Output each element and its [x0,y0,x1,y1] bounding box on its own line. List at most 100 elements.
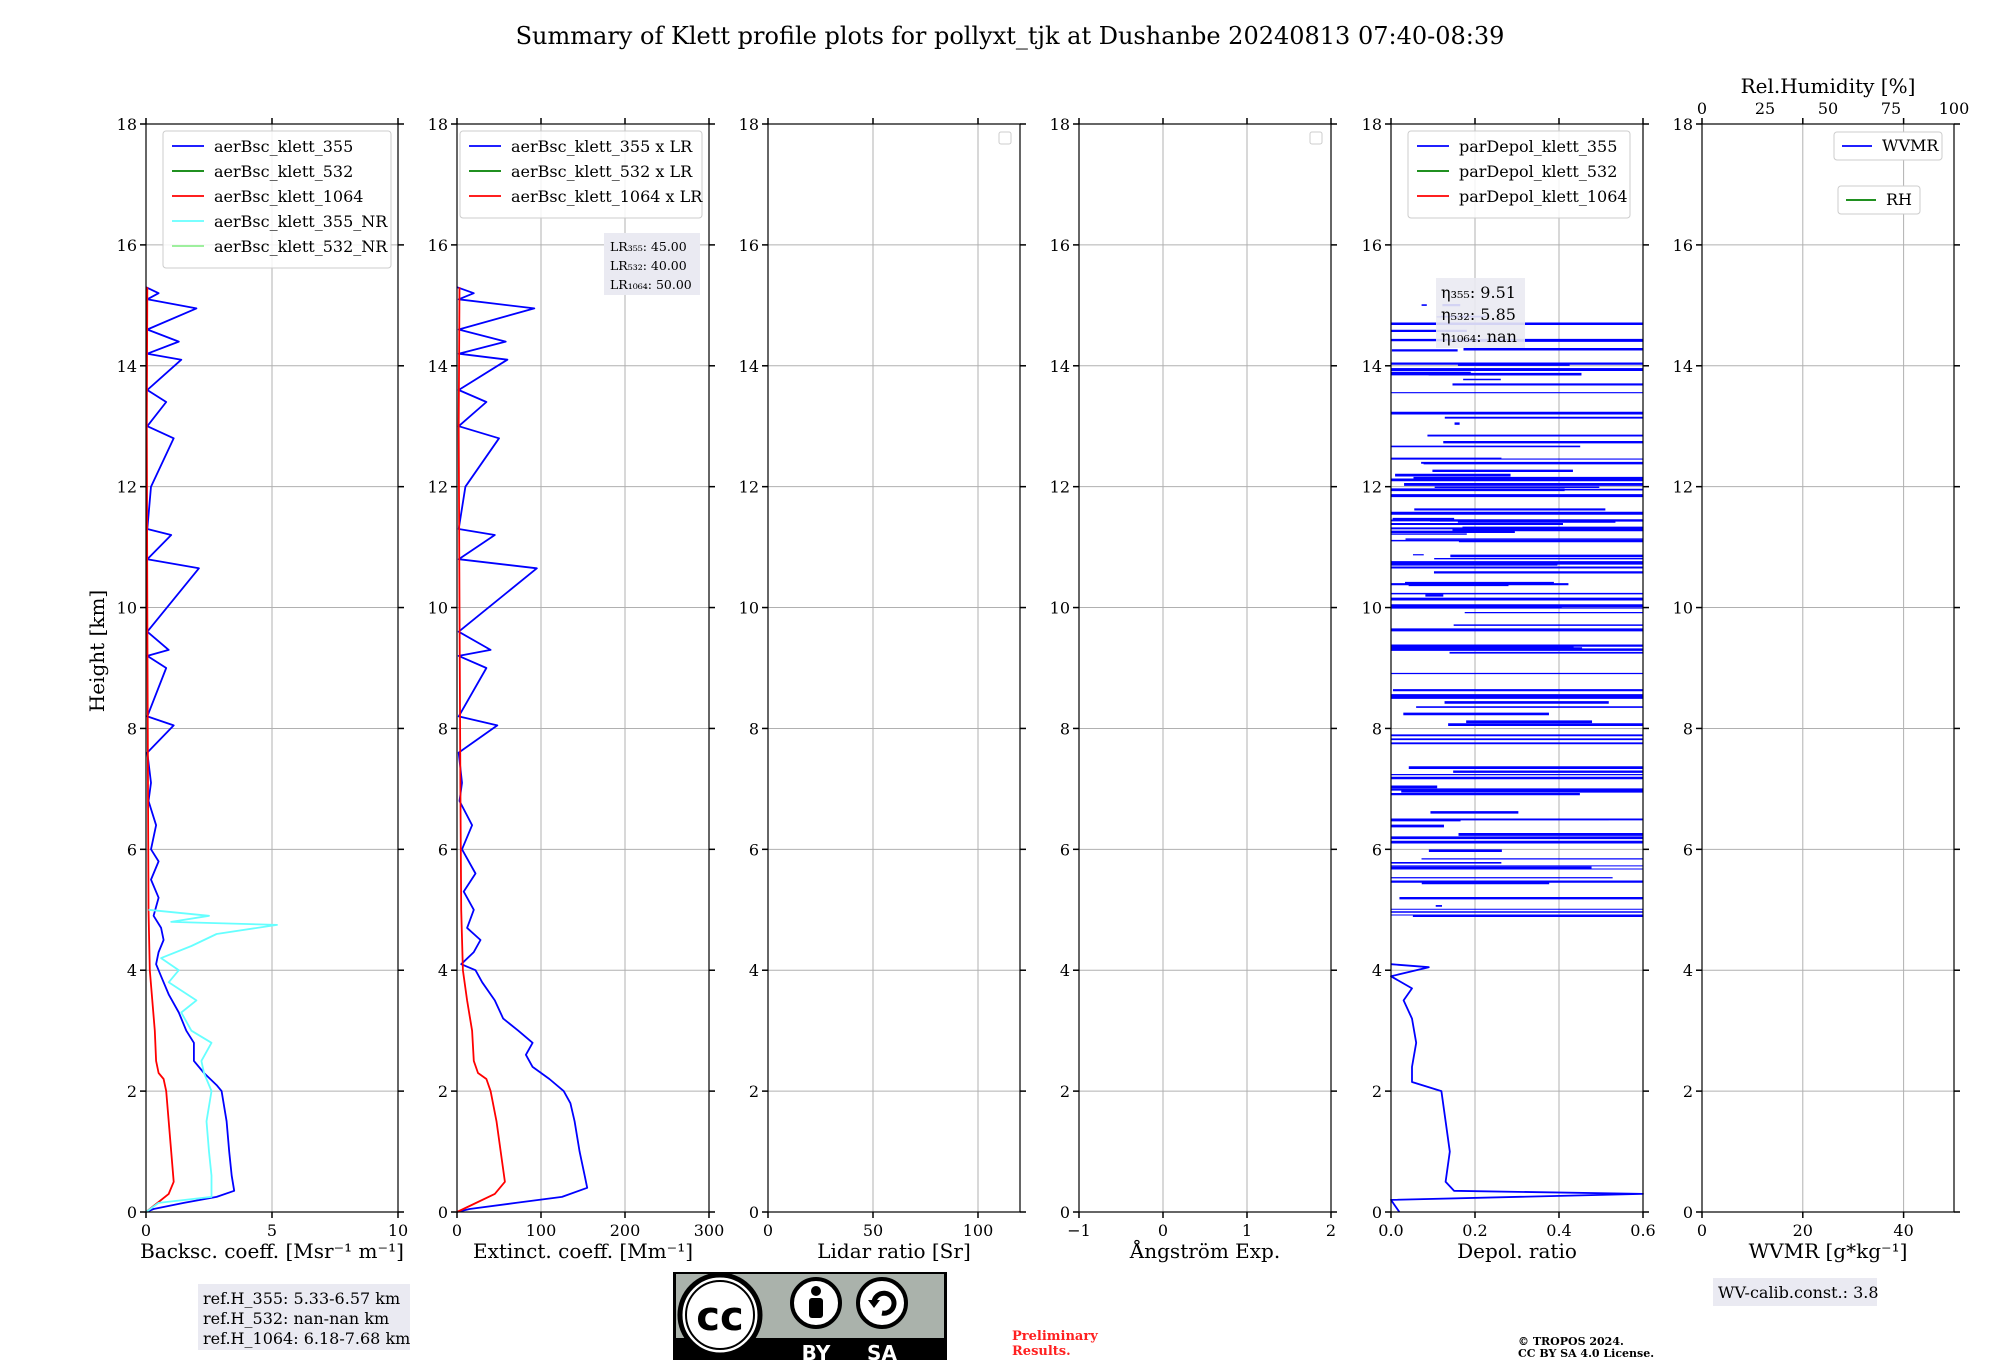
y-tick-label: 14 [428,357,448,376]
y-tick-label: 12 [117,478,137,497]
cc-inner-ring-icon [685,1280,755,1350]
x-tick-label: 0 [1697,1221,1707,1240]
x-tick-label: 50 [863,1221,883,1240]
legend-label: aerBsc_klett_355_NR [214,212,388,231]
x-tick-label: 100 [526,1221,557,1240]
by-person-head-icon [811,1286,821,1296]
x-tick-label: 200 [610,1221,641,1240]
y-tick-label: 10 [428,599,448,618]
y-tick-label: 10 [117,599,137,618]
legend-label: aerBsc_klett_1064 x LR [511,187,703,206]
eta-value: η₁₀₆₄: nan [1441,327,1517,346]
y-tick-label: 8 [127,719,137,738]
preliminary-line-1: Preliminary [1012,1329,1098,1344]
series-line-aerBsc_klett_355 x LR [456,286,589,1213]
x-tick-label: 0.2 [1462,1221,1487,1240]
eta-box: η₃₅₅: 9.51 η₅₃₂: 5.85 η₁₀₆₄: nan [1436,278,1525,348]
y-tick-label: 18 [1673,115,1693,134]
y-tick-label: 12 [1673,478,1693,497]
top-x-tick-label: 75 [1881,99,1901,118]
eta-value: η₃₅₅: 9.51 [1441,283,1516,302]
y-tick-label: 6 [1060,840,1070,859]
x-tick-label: 0.0 [1378,1221,1403,1240]
y-tick-label: 12 [739,478,759,497]
y-tick-label: 10 [1362,599,1382,618]
x-axis-label: Depol. ratio [1457,1239,1577,1263]
x-tick-label: 0.6 [1630,1221,1655,1240]
lr-value: LR₅₃₂: 40.00 [610,258,687,273]
sa-circle-icon [856,1277,908,1329]
y-tick-label: 4 [1372,961,1382,980]
y-tick-label: 18 [428,115,448,134]
y-tick-label: 18 [739,115,759,134]
ref-height: ref.H_532: nan-nan km [203,1309,389,1328]
depol-noise-band [1391,303,1643,918]
eta-value: η₅₃₂: 5.85 [1441,305,1516,324]
x-axis-label: Lidar ratio [Sr] [817,1239,971,1263]
legend-label: parDepol_klett_532 [1459,162,1617,181]
y-tick-label: 16 [1673,236,1693,255]
y-tick-label: 4 [1683,961,1693,980]
y-tick-label: 16 [428,236,448,255]
cc-license-badge[interactable]: cc BY SA [673,1272,947,1360]
y-tick-label: 0 [1683,1203,1693,1222]
panel-depol: 0 2 4 6 8 10 12 14 16 18 0.0 0.2 0.4 0.6 Depol. ratio p… [1362,115,1656,1263]
y-tick-label: 4 [438,961,448,980]
y-tick-label: 16 [117,236,137,255]
x-tick-label: 10 [388,1221,408,1240]
y-tick-label: 8 [749,719,759,738]
y-tick-label: 8 [1683,719,1693,738]
y-tick-label: 2 [127,1082,137,1101]
legend-label: RH [1886,190,1912,209]
annotation-bg [604,233,700,295]
x-tick-label: 0 [763,1221,773,1240]
axes-frame [1078,123,1332,1213]
x-axis-label: WVMR [g*kg⁻¹] [1749,1239,1908,1263]
axes-frame [456,123,710,1213]
y-tick-label: 16 [1050,236,1070,255]
y-tick-label: 14 [1673,357,1693,376]
x-tick-label: 2 [1326,1221,1336,1240]
legend-box [1837,185,1921,215]
y-tick-label: 14 [117,357,137,376]
empty-legend-box [1309,131,1323,145]
y-tick-label: 6 [127,840,137,859]
axes-frame [1390,123,1644,1213]
y-tick-label: 10 [1673,599,1693,618]
legend-RH: RH [1837,185,1921,215]
y-tick-label: 18 [117,115,137,134]
ref-height: ref.H_355: 5.33-6.57 km [203,1289,400,1308]
legend: aerBsc_klett_355 aerBsc_klett_532 aerBsc_k… [162,130,392,269]
y-tick-label: 16 [1362,236,1382,255]
top-x-axis-label: Rel.Humidity [%] [1741,74,1916,98]
by-text: BY [802,1341,831,1360]
y-tick-label: 18 [1050,115,1070,134]
y-tick-label: 14 [1050,357,1070,376]
x-tick-label: 20 [1793,1221,1813,1240]
top-x-tick-label: 25 [1755,99,1775,118]
y-tick-label: 2 [1060,1082,1070,1101]
x-tick-label: −1 [1067,1221,1091,1240]
y-tick-label: 16 [739,236,759,255]
series-line-aerBsc_klett_355_NR [145,908,278,1213]
cc-text: cc [696,1294,743,1340]
x-tick-label: 100 [963,1221,994,1240]
lidar-ratio-box: LR₃₅₅: 45.00 LR₅₃₂: 40.00 LR₁₀₆₄: 50.00 [604,233,700,295]
axes-frame [767,123,1021,1213]
x-axis-label: Ångström Exp. [1129,1238,1280,1263]
axes-frame [1701,123,1955,1213]
legend-label: parDepol_klett_355 [1459,137,1617,156]
figure-title: Summary of Klett profile plots for polly… [516,22,1505,50]
top-x-tick-label: 50 [1818,99,1838,118]
legend-label: parDepol_klett_1064 [1459,187,1628,206]
x-tick-label: 40 [1893,1221,1913,1240]
copyright-line-2: CC BY SA 4.0 License. [1518,1347,1654,1360]
annotation-bg [1713,1278,1877,1306]
lr-value: LR₁₀₆₄: 50.00 [610,277,692,292]
legend-box [1407,130,1631,219]
